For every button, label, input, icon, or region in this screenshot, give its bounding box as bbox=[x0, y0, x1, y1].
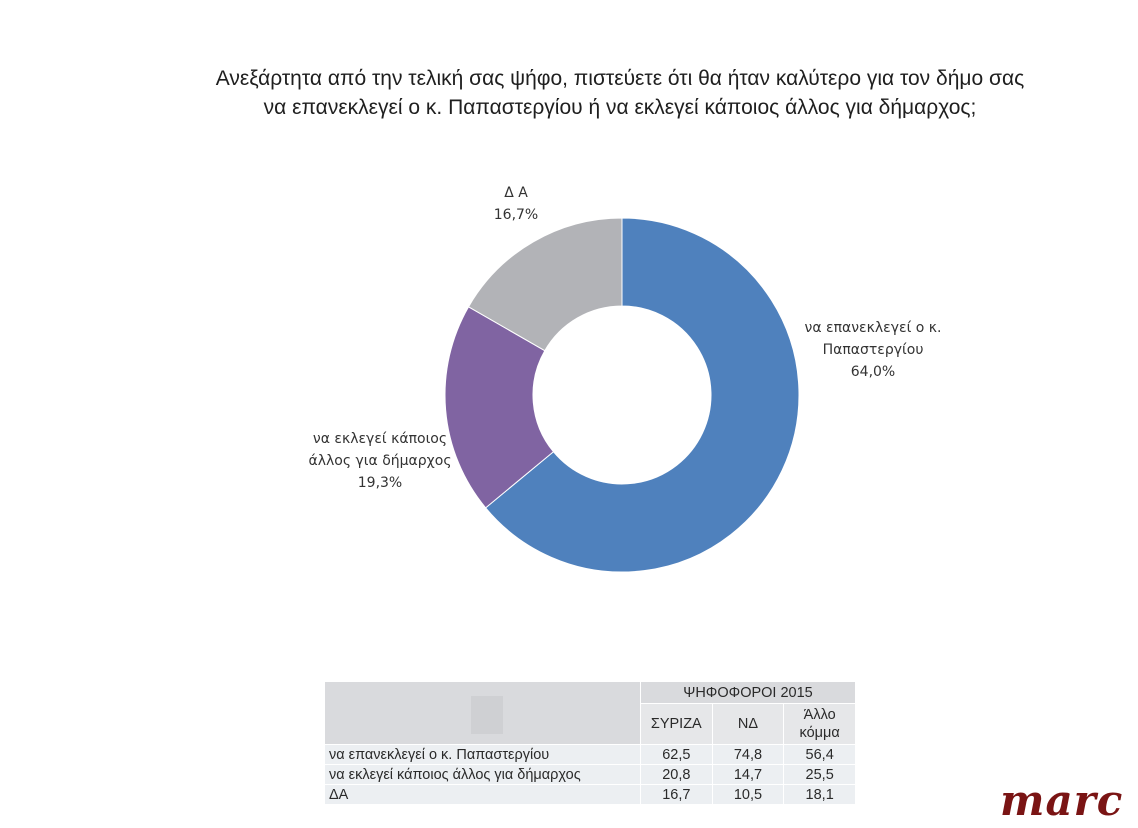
table-row: να εκλεγεί κάποιος άλλος για δήμαρχος 20… bbox=[324, 764, 856, 785]
donut-chart: να επανεκλεγεί ο κ. Παπαστεργίου 64,0% να ε… bbox=[308, 185, 942, 573]
slice-value-label: 16,7% bbox=[494, 207, 538, 223]
column-header-syriza: ΣΥΡΙΖΑ bbox=[639, 703, 713, 745]
slice-category-label: Δ Α bbox=[504, 185, 528, 201]
slice-category-label: να εκλεγεί κάποιος bbox=[313, 431, 447, 447]
chart-title-line-1: Ανεξάρτητα από την τελική σας ψήφο, πιστ… bbox=[215, 67, 1025, 90]
table-cell: 56,4 bbox=[783, 744, 856, 765]
slice-dont-know bbox=[467, 217, 623, 352]
table-group-header: ΨΗΦΟΦΟΡΟΙ 2015 bbox=[639, 681, 857, 704]
row-label: να εκλεγεί κάποιος άλλος για δήμαρχος bbox=[324, 764, 641, 785]
table-cell: 10,5 bbox=[711, 784, 785, 805]
slice-category-label: άλλος για δήμαρχος bbox=[308, 453, 451, 469]
table-row: να επανεκλεγεί ο κ. Παπαστεργίου 62,5 74… bbox=[324, 744, 856, 765]
table-cell: 25,5 bbox=[783, 764, 856, 785]
table-cell: 14,7 bbox=[711, 764, 785, 785]
marc-logo: marc bbox=[1000, 776, 1124, 825]
slice-re-elect bbox=[484, 217, 800, 573]
row-label: ΔΑ bbox=[324, 784, 641, 805]
chart-title: Ανεξάρτητα από την τελική σας ψήφο, πιστ… bbox=[140, 64, 1100, 122]
row-label: να επανεκλεγεί ο κ. Παπαστεργίου bbox=[324, 744, 641, 765]
table-cell: 16,7 bbox=[639, 784, 713, 805]
column-header-other-party: Άλλο κόμμα bbox=[783, 703, 856, 745]
chart-title-line-2: να επανεκλεγεί ο κ. Παπαστεργίου ή να εκ… bbox=[263, 96, 977, 119]
table-cell: 20,8 bbox=[639, 764, 713, 785]
crosstab-table: ΨΗΦΟΦΟΡΟΙ 2015 ΣΥΡΙΖΑ ΝΔ Άλλο κόμμα να ε… bbox=[324, 681, 857, 805]
slice-category-label: Παπαστεργίου bbox=[823, 342, 924, 358]
column-header-nd: ΝΔ bbox=[711, 703, 785, 745]
slice-category-label: να επανεκλεγεί ο κ. bbox=[805, 320, 942, 336]
table-cell: 18,1 bbox=[783, 784, 856, 805]
table-cell: 74,8 bbox=[711, 744, 785, 765]
table-row: ΔΑ 16,7 10,5 18,1 bbox=[324, 784, 856, 805]
slice-value-label: 19,3% bbox=[358, 475, 402, 491]
table-corner-cell bbox=[324, 681, 641, 745]
slice-elect-other bbox=[444, 306, 555, 509]
table-corner-box bbox=[471, 696, 503, 734]
table-cell: 62,5 bbox=[639, 744, 713, 765]
slice-value-label: 64,0% bbox=[851, 364, 895, 380]
